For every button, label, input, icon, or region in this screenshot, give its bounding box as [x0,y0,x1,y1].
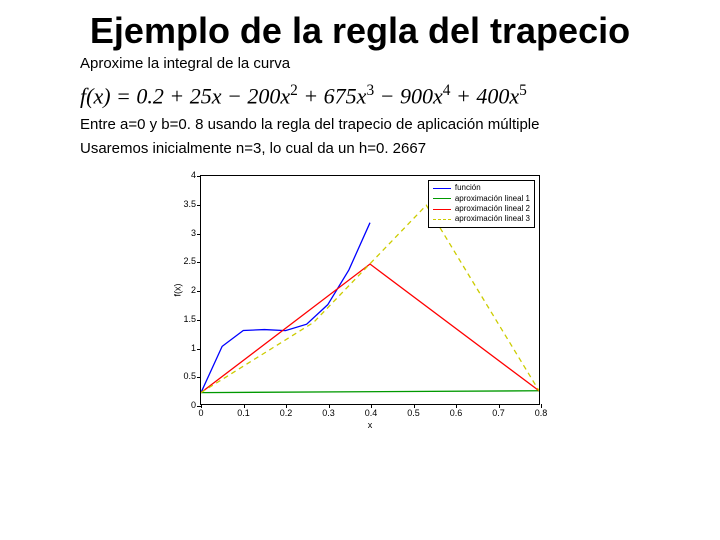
legend-row: aproximación lineal 3 [433,214,530,224]
series-line [201,205,539,392]
legend-label: función [455,183,481,193]
x-tick-label: 0.5 [407,408,420,418]
y-tick-label: 1.5 [160,314,196,324]
y-tick-label: 3.5 [160,199,196,209]
legend-label: aproximación lineal 2 [455,204,530,214]
y-tick-label: 0.5 [160,371,196,381]
x-tick-label: 0.7 [492,408,505,418]
legend-row: función [433,183,530,193]
chart-legend: funciónaproximación lineal 1aproximación… [428,180,535,228]
legend-row: aproximación lineal 2 [433,204,530,214]
x-tick-label: 0 [198,408,203,418]
y-tick-label: 0 [160,400,196,410]
equation: f(x) = 0.2 + 25x − 200x2 + 675x3 − 900x4… [80,82,640,109]
x-tick-label: 0.1 [237,408,250,418]
legend-label: aproximación lineal 3 [455,214,530,224]
x-axis-label: x [368,420,373,430]
legend-swatch [433,198,451,199]
x-tick-label: 0.3 [322,408,335,418]
series-line [201,391,539,393]
y-tick-label: 2 [160,285,196,295]
subtitle-text: Aproxime la integral de la curva [80,55,640,72]
y-tick-label: 2.5 [160,256,196,266]
description-line-2: Usaremos inicialmente n=3, lo cual da un… [80,140,640,159]
chart-container: funciónaproximación lineal 1aproximación… [160,165,560,435]
description-line-1: Entre a=0 y b=0. 8 usando la regla del t… [80,116,640,135]
x-tick-label: 0.6 [450,408,463,418]
x-tick-label: 0.8 [535,408,548,418]
legend-label: aproximación lineal 1 [455,194,530,204]
legend-swatch [433,219,451,220]
x-tick-label: 0.4 [365,408,378,418]
y-tick-label: 4 [160,170,196,180]
x-tick-label: 0.2 [280,408,293,418]
y-tick-label: 3 [160,228,196,238]
legend-row: aproximación lineal 1 [433,194,530,204]
legend-swatch [433,209,451,210]
y-tick-label: 1 [160,343,196,353]
plot-area: funciónaproximación lineal 1aproximación… [200,175,540,405]
legend-swatch [433,188,451,189]
page-title: Ejemplo de la regla del trapecio [80,10,640,51]
series-line [201,264,539,393]
